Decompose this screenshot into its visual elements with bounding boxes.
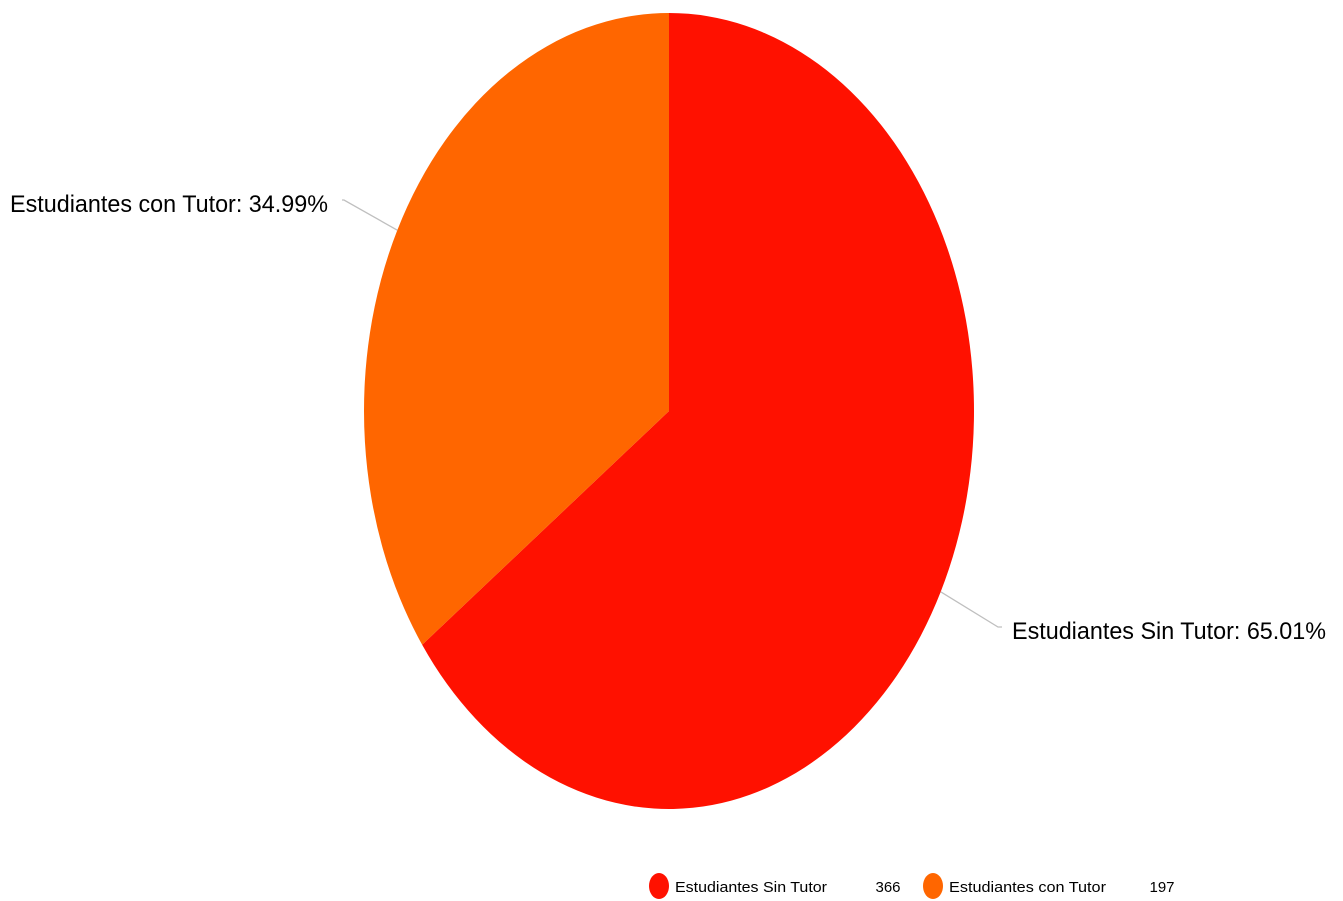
pie-slice-1[interactable] — [422, 13, 974, 810]
legend-value-1: 366 — [875, 879, 900, 896]
leader-line-1 — [940, 591, 1002, 628]
legend-label-2: Estudiantes con Tutor — [949, 879, 1106, 896]
legend-swatch-1 — [649, 873, 669, 899]
legend-label-1: Estudiantes Sin Tutor — [675, 879, 827, 896]
pie-slices — [363, 13, 974, 810]
legend-swatch-2 — [923, 873, 943, 899]
slice-label-2: Estudiantes con Tutor: 34.99% — [10, 191, 328, 218]
slice-label-1: Estudiantes Sin Tutor: 65.01% — [1012, 618, 1326, 645]
slice-labels: Estudiantes Sin Tutor: 65.01% Estudiantes… — [10, 191, 1326, 645]
pie-slice-2[interactable] — [363, 13, 669, 645]
leader-line-2 — [342, 199, 398, 231]
legend-value-2: 197 — [1149, 879, 1174, 896]
legend: Estudiantes Sin Tutor 366 Estudiantes con … — [649, 873, 1175, 899]
